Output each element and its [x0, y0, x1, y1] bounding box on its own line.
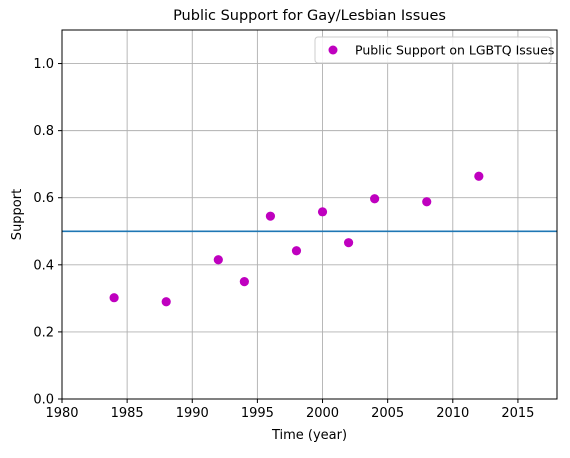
data-point	[318, 207, 327, 216]
data-point	[292, 246, 301, 255]
x-tick-label: 1990	[176, 406, 209, 421]
legend-marker	[329, 46, 338, 55]
x-tick-label: 1980	[45, 406, 78, 421]
data-point	[370, 194, 379, 203]
data-point	[344, 238, 353, 247]
x-tick-label: 2005	[371, 406, 404, 421]
x-tick-label: 1985	[111, 406, 144, 421]
data-point	[214, 255, 223, 264]
y-tick-label: 0.8	[33, 124, 54, 139]
axis-ticks: 1980 1985 1990 1995 2000 2005 2010 2015 0.0 0.2 0.…	[33, 57, 534, 421]
data-point	[162, 297, 171, 306]
x-axis-label: Time (year)	[271, 428, 347, 443]
chart-title: Public Support for Gay/Lesbian Issues	[173, 8, 446, 24]
data-point	[110, 293, 119, 302]
y-tick-label: 1.0	[33, 57, 54, 72]
data-point	[422, 197, 431, 206]
y-axis-label: Support	[10, 189, 25, 240]
x-tick-label: 1995	[241, 406, 274, 421]
plot-frame	[62, 30, 557, 399]
y-tick-label: 0.2	[33, 325, 54, 340]
y-tick-label: 0.0	[33, 393, 54, 408]
data-points	[110, 172, 484, 307]
legend-label: Public Support on LGBTQ Issues	[355, 43, 554, 58]
data-point	[474, 172, 483, 181]
x-tick-label: 2015	[501, 406, 534, 421]
legend: Public Support on LGBTQ Issues	[315, 37, 554, 63]
x-tick-label: 2010	[436, 406, 469, 421]
grid	[62, 30, 557, 399]
data-point	[240, 277, 249, 286]
x-tick-label: 2000	[306, 406, 339, 421]
data-point	[266, 212, 275, 221]
y-tick-label: 0.6	[33, 191, 54, 206]
y-tick-label: 0.4	[33, 258, 54, 273]
